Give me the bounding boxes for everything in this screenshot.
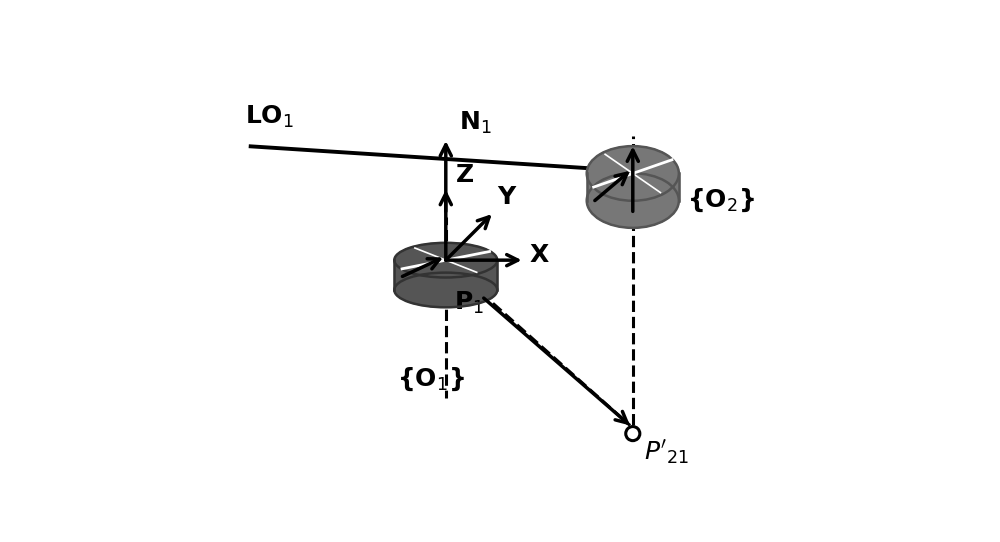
Text: LO$_1$: LO$_1$	[245, 104, 294, 130]
Ellipse shape	[394, 243, 497, 278]
Ellipse shape	[587, 146, 679, 201]
Polygon shape	[394, 260, 497, 290]
Text: Z: Z	[456, 163, 474, 187]
Text: {O$_2$}: {O$_2$}	[687, 187, 755, 214]
Text: P$_1$: P$_1$	[454, 290, 484, 316]
Ellipse shape	[394, 273, 497, 307]
Text: Y: Y	[497, 185, 516, 209]
Text: N$_1$: N$_1$	[459, 109, 492, 136]
Text: {O$_1$}: {O$_1$}	[397, 366, 465, 393]
Ellipse shape	[587, 173, 679, 228]
Polygon shape	[587, 173, 679, 201]
Text: $P'_{21}$: $P'_{21}$	[644, 439, 689, 467]
Text: X: X	[530, 243, 549, 267]
Text: P$_2$: P$_2$	[643, 156, 672, 182]
